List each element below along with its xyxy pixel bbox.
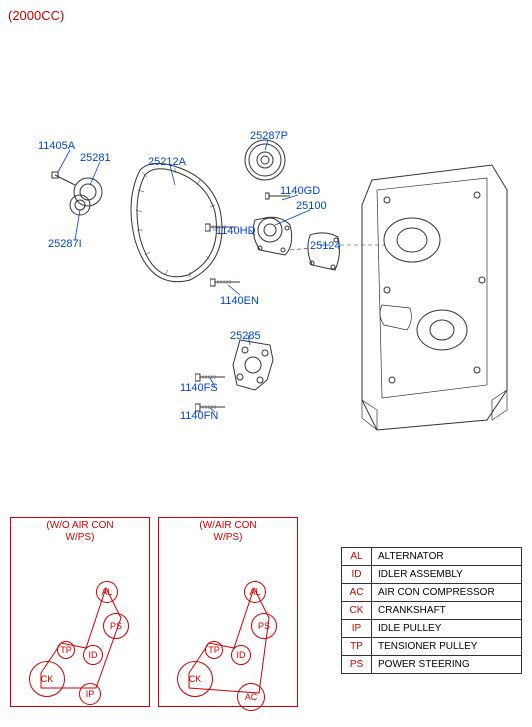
routing-title: (W/AIR CON W/PS) [159,518,297,546]
legend-code: CK [342,602,372,620]
part-callout: 1140EN [220,295,259,307]
legend-row: CKCRANKSHAFT [342,602,522,620]
legend-code: PS [342,656,372,674]
pulley-ac: AC [237,683,265,711]
legend-table: ALALTERNATORIDIDLER ASSEMBLYACAIR CON CO… [341,547,522,674]
legend-desc: IDLE PULLEY [372,620,522,638]
pulley-al: AL [96,581,118,603]
legend-code: TP [342,638,372,656]
engine-block-icon [352,150,522,450]
pulley-id: ID [83,645,103,665]
part-callout: 25124 [310,240,341,252]
engine-spec-header: (2000CC) [8,8,64,23]
legend-row: IPIDLE PULLEY [342,620,522,638]
pulley-ck: CK [29,661,65,697]
part-callout: 25212A [148,156,186,168]
legend-code: AC [342,584,372,602]
part-callout: 25100 [296,200,327,212]
routing-title: (W/O AIR CON W/PS) [11,518,149,546]
legend-desc: POWER STEERING [372,656,522,674]
legend-code: AL [342,548,372,566]
bottom-section: (W/O AIR CON W/PS)ALPSIDTPCKIP(W/AIR CON… [10,517,522,717]
pulley-ps: PS [103,613,129,639]
legend-desc: ALTERNATOR [372,548,522,566]
legend-row: ALALTERNATOR [342,548,522,566]
part-callout: 1140HD [216,225,256,237]
part-callout: 25285 [230,330,261,342]
pulley-ck: CK [177,661,213,697]
pulley-al: AL [244,581,266,603]
legend-desc: TENSIONER PULLEY [372,638,522,656]
pulley-ps: PS [251,613,277,639]
legend-desc: IDLER ASSEMBLY [372,566,522,584]
part-callout: 25287P [250,130,288,142]
pulley-ip: IP [79,683,101,705]
exploded-diagram: 11405A 25281 25212A 25287P 1140GD 25100 1140HD… [0,30,532,480]
legend-desc: CRANKSHAFT [372,602,522,620]
part-callout: 25287I [48,238,82,250]
part-callout: 11405A [38,140,75,152]
legend-row: IDIDLER ASSEMBLY [342,566,522,584]
part-callout: 1140GD [280,185,320,197]
pulley-id: ID [231,645,251,665]
belt-routing-diagram: (W/O AIR CON W/PS) AL PSID TP CK IP [10,517,150,707]
legend-row: ACAIR CON COMPRESSOR [342,584,522,602]
legend-code: IP [342,620,372,638]
part-callout: 1140FS [180,382,218,394]
legend-code: ID [342,566,372,584]
legend-row: TPTENSIONER PULLEY [342,638,522,656]
part-callout: 25281 [80,152,111,164]
belt-routing-diagram: (W/AIR CON W/PS)ALPSIDTPCKAC [158,517,298,707]
part-callout: 1140FN [180,410,218,422]
legend-row: PSPOWER STEERING [342,656,522,674]
pulley-tp: TP [57,641,75,659]
legend-desc: AIR CON COMPRESSOR [372,584,522,602]
pulley-tp: TP [205,641,223,659]
